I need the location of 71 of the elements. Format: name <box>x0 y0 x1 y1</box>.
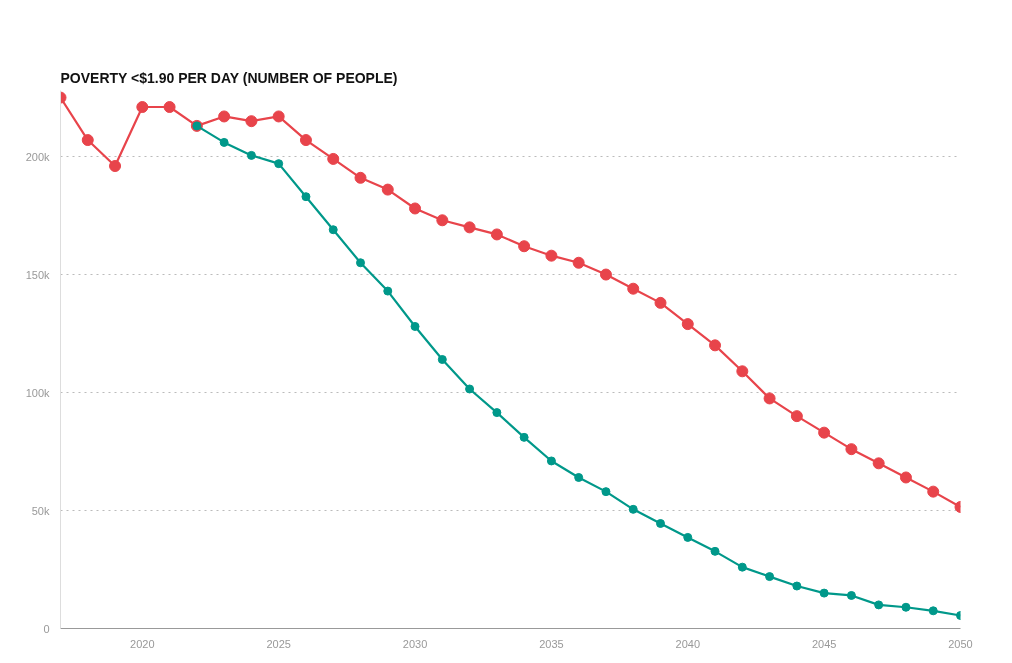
point <box>383 286 393 296</box>
point <box>899 471 912 484</box>
point <box>927 485 940 498</box>
x-tick-label: 2040 <box>675 637 701 650</box>
point <box>683 532 693 542</box>
point <box>627 282 640 295</box>
x-tick-label: 2045 <box>811 637 837 650</box>
point <box>218 110 231 123</box>
chart-title: POVERTY <$1.90 PER DAY (NUMBER OF PEOPLE) <box>60 69 398 86</box>
point <box>872 457 885 470</box>
y-tick-label: 50k <box>31 504 50 517</box>
x-tick-label: 2030 <box>402 637 428 650</box>
point <box>790 410 803 423</box>
point <box>819 588 829 598</box>
point <box>709 339 722 352</box>
point <box>463 221 476 234</box>
point <box>681 318 694 331</box>
point <box>274 159 284 169</box>
point <box>245 115 258 128</box>
x-tick-label: 2035 <box>539 637 564 650</box>
point <box>327 152 340 165</box>
point <box>763 392 776 405</box>
point <box>901 602 911 612</box>
point <box>81 134 94 147</box>
point <box>599 268 612 281</box>
point <box>272 110 285 123</box>
point <box>299 134 312 147</box>
point <box>792 581 802 591</box>
point <box>601 487 611 497</box>
point <box>301 192 311 202</box>
point <box>574 472 584 482</box>
point <box>518 240 531 253</box>
point <box>136 101 149 114</box>
point <box>545 249 558 262</box>
point <box>328 225 338 235</box>
point <box>492 408 502 418</box>
point <box>572 256 585 269</box>
point <box>465 384 475 394</box>
point <box>765 572 775 582</box>
point <box>410 321 420 331</box>
x-tick-label: 2050 <box>948 637 973 650</box>
point <box>656 519 665 528</box>
point <box>818 426 831 439</box>
point <box>546 456 556 466</box>
point <box>490 228 503 241</box>
point <box>845 443 858 456</box>
point <box>846 590 856 600</box>
point <box>219 137 229 147</box>
point <box>736 365 749 378</box>
point <box>246 150 256 160</box>
y-tick-label: 200k <box>25 150 50 163</box>
y-tick-label: 150k <box>25 268 50 281</box>
point <box>354 171 367 184</box>
point <box>109 160 122 172</box>
point <box>710 546 720 556</box>
point <box>628 504 638 514</box>
x-tick-label: 2020 <box>130 637 155 650</box>
point <box>356 258 365 268</box>
point <box>381 183 394 196</box>
point <box>437 355 447 364</box>
y-tick-label: 100k <box>25 386 50 399</box>
point <box>874 600 884 610</box>
point <box>163 101 176 114</box>
point <box>737 562 747 572</box>
point <box>928 606 938 616</box>
point <box>409 202 422 215</box>
y-tick-label: 0 <box>43 622 50 635</box>
point <box>654 296 667 309</box>
x-tick-label: 2025 <box>266 637 291 650</box>
point <box>436 214 449 227</box>
point <box>519 432 529 442</box>
